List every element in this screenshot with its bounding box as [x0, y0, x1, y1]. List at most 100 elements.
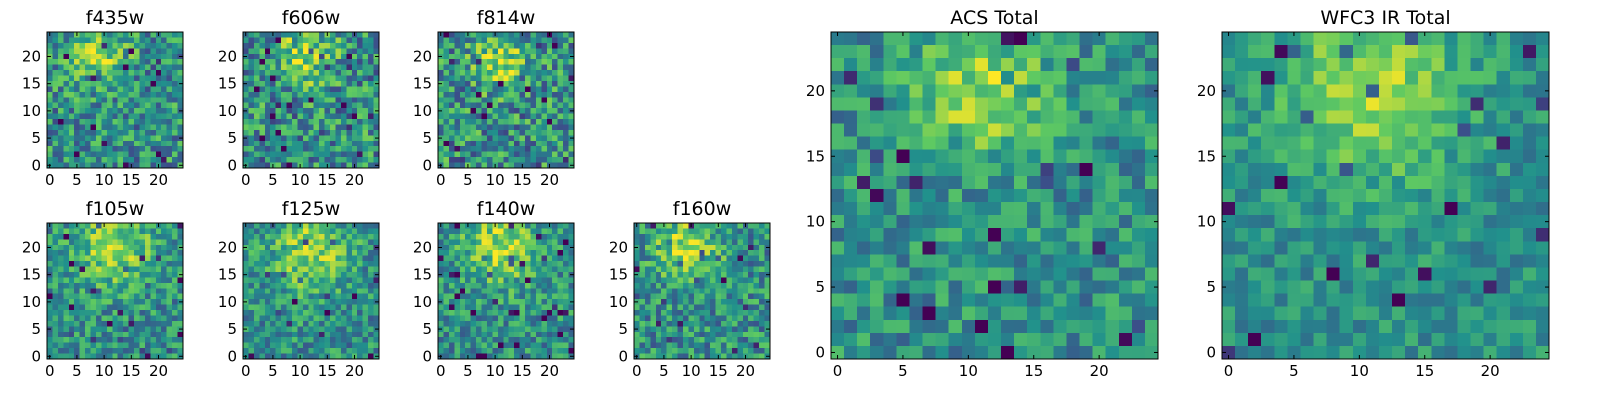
heatmap-cell — [335, 113, 342, 120]
heatmap-cell — [1092, 97, 1106, 111]
heatmap-cell — [476, 32, 482, 38]
heatmap-cell — [688, 261, 695, 267]
heatmap-cell — [330, 288, 336, 295]
heatmap-cell — [508, 282, 515, 289]
heatmap-cell — [476, 353, 482, 360]
heatmap-cell — [672, 315, 678, 322]
heatmap-cell — [264, 228, 271, 235]
heatmap-cell — [1118, 175, 1133, 190]
heatmap-cell — [639, 304, 646, 311]
heatmap-cell — [693, 239, 700, 246]
heatmap-cell — [264, 59, 271, 65]
heatmap-cell — [373, 97, 380, 104]
heatmap-cell — [373, 304, 380, 311]
heatmap-cell — [286, 228, 293, 235]
heatmap-cell — [63, 266, 70, 273]
heatmap-cell — [443, 70, 450, 76]
heatmap-cell — [259, 266, 266, 273]
heatmap-cell — [443, 48, 450, 55]
heatmap-cell — [319, 315, 325, 322]
heatmap-cell — [68, 37, 75, 44]
heatmap-cell — [693, 271, 700, 278]
heatmap-cell — [106, 32, 113, 38]
heatmap-cell — [666, 288, 673, 295]
heatmap-cell — [291, 70, 298, 76]
heatmap-cell — [563, 97, 569, 104]
heatmap-cell — [308, 70, 315, 76]
heatmap-cell — [68, 282, 75, 289]
heatmap-cell — [351, 342, 358, 349]
heatmap-cell — [497, 119, 504, 125]
heatmap-cell — [346, 315, 353, 322]
heatmap-cell — [346, 233, 353, 240]
heatmap-cell — [248, 42, 255, 49]
heatmap-cell — [313, 48, 320, 55]
heatmap-cell — [95, 102, 102, 109]
heatmap-cell — [909, 32, 923, 46]
heatmap-cell — [961, 188, 976, 203]
heatmap-cell — [335, 326, 342, 333]
heatmap-cell — [844, 202, 858, 216]
heatmap-cell — [362, 108, 369, 114]
heatmap-cell — [351, 119, 358, 125]
heatmap-cell — [731, 223, 738, 229]
heatmap-cell — [112, 151, 119, 158]
heatmap-cell — [123, 239, 129, 246]
heatmap-cell — [346, 299, 353, 305]
heatmap-cell — [530, 129, 537, 136]
heatmap-cell — [128, 97, 135, 104]
heatmap-cell — [552, 244, 558, 251]
heatmap-cell — [313, 119, 320, 125]
heatmap-cell — [1105, 175, 1120, 190]
heatmap-cell — [253, 59, 260, 65]
heatmap-cell — [525, 239, 531, 246]
heatmap-cell — [270, 102, 276, 109]
heatmap-cell — [470, 37, 477, 44]
heatmap-cell — [497, 151, 504, 158]
heatmap-cell — [362, 64, 369, 71]
heatmap-cell — [661, 348, 667, 354]
heatmap-cell — [459, 59, 466, 65]
heatmap-cell — [1014, 175, 1028, 190]
heatmap-cell — [726, 233, 733, 240]
heatmap-cell — [748, 326, 754, 333]
heatmap-cell — [552, 80, 558, 87]
heatmap-cell — [319, 48, 325, 55]
heatmap-cell — [90, 282, 97, 289]
heatmap-cell — [123, 124, 129, 131]
heatmap-cell — [281, 157, 287, 163]
heatmap-cell — [286, 348, 293, 354]
heatmap-cell — [737, 277, 744, 284]
heatmap-cell — [715, 326, 722, 333]
heatmap-cell — [1092, 84, 1106, 98]
heatmap-cell — [85, 80, 91, 87]
heatmap-cell — [177, 75, 184, 82]
heatmap-cell — [476, 140, 482, 147]
heatmap-cell — [74, 255, 80, 262]
heatmap-cell — [1118, 123, 1133, 137]
heatmap-cell — [748, 320, 754, 327]
heatmap-cell — [541, 250, 548, 256]
heatmap-cell — [95, 91, 102, 98]
heatmap-cell — [508, 223, 515, 229]
heatmap-cell — [161, 293, 167, 300]
heatmap-cell — [508, 315, 515, 322]
heatmap-cell — [128, 140, 135, 147]
heatmap-cell — [519, 304, 526, 311]
heatmap-cell — [753, 244, 760, 251]
heatmap-cell — [1118, 188, 1133, 203]
heatmap-cell — [552, 326, 558, 333]
heatmap-cell — [503, 348, 510, 354]
heatmap-cell — [144, 337, 151, 343]
heatmap-cell — [57, 129, 64, 136]
heatmap-cell — [106, 261, 113, 267]
heatmap-cell — [731, 277, 738, 284]
heatmap-cell — [721, 266, 727, 273]
heatmap-cell — [161, 53, 167, 60]
heatmap-cell — [1001, 45, 1015, 59]
heatmap-cell — [324, 315, 331, 322]
heatmap-cell — [264, 244, 271, 251]
heatmap-cell — [721, 315, 727, 322]
heatmap-cell — [275, 37, 282, 44]
heatmap-cell — [693, 266, 700, 273]
